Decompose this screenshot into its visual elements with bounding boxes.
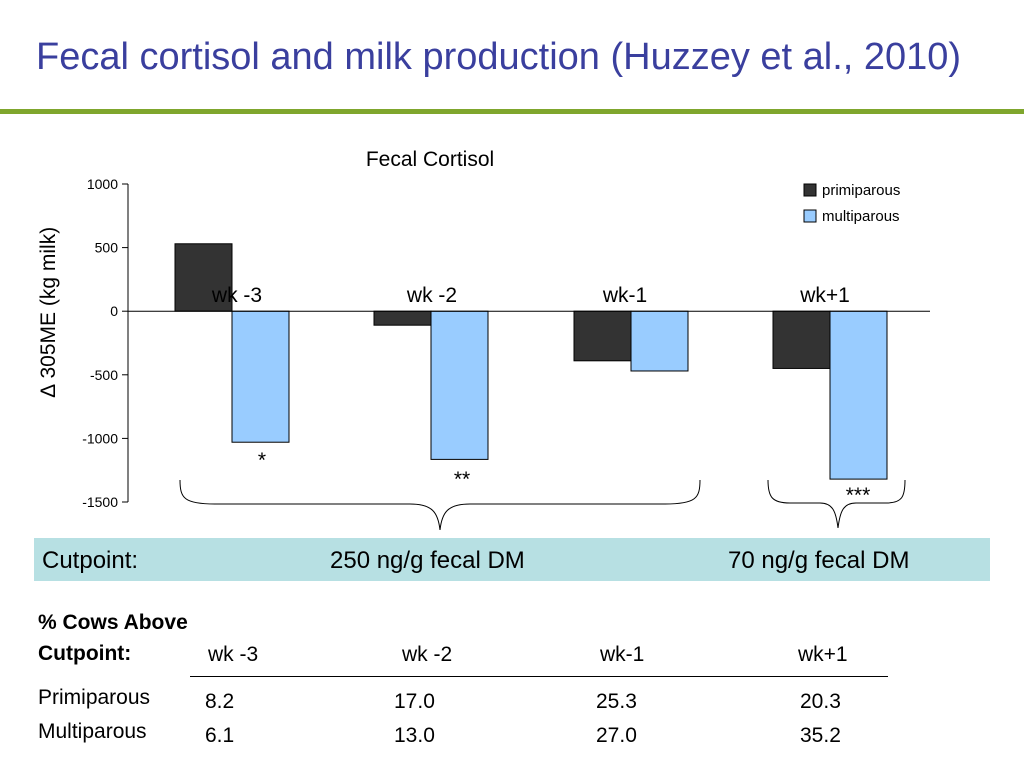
table-cell: 20.3 [800, 690, 841, 713]
significance-marks: ****** [258, 449, 870, 507]
fecal-cortisol-chart: Fecal Cortisol ∆ 305ME (kg milk) 1000 500… [37, 148, 930, 531]
significance-mark: * [258, 449, 266, 472]
brace-70 [767, 479, 906, 529]
table-cell: 17.0 [394, 690, 435, 713]
table-col-header: wk+1 [798, 643, 848, 666]
significance-mark: ** [454, 468, 470, 491]
cutpoint-braces [179, 479, 906, 531]
table-row-label: Multiparous [38, 720, 147, 743]
bar-series [174, 243, 888, 480]
bar-primiparous-1 [373, 310, 432, 326]
y-axis-ticks: 1000 500 0 -500 -1000 -1500 [82, 176, 128, 510]
bar-multiparous-3 [829, 310, 888, 480]
cutpoint-label: Cutpoint: [42, 547, 139, 574]
category-label: wk -3 [211, 284, 262, 307]
chart-title: Fecal Cortisol [366, 148, 494, 171]
legend-label: multiparous [822, 208, 900, 225]
slide-title: Fecal cortisol and milk production (Huzz… [36, 36, 962, 78]
table-cell: 35.2 [800, 724, 841, 747]
bar-primiparous-0 [174, 243, 233, 312]
cutpoint-band: Cutpoint: 250 ng/g fecal DM 70 ng/g feca… [34, 538, 990, 581]
table-col-header: wk-1 [600, 643, 645, 666]
category-labels: wk -3 wk -2 wk-1 wk+1 [211, 284, 850, 307]
table-heading-line2: Cutpoint: [38, 642, 132, 665]
table-divider [190, 676, 888, 677]
table-col-header: wk -3 [208, 643, 259, 666]
y-tick-label: 1000 [87, 176, 118, 192]
legend-swatch-multiparous [803, 209, 817, 223]
bar-multiparous-0 [231, 310, 290, 443]
table-cell: 13.0 [394, 724, 435, 747]
table-row-label: Primiparous [38, 686, 151, 709]
legend-label: primiparous [822, 182, 900, 199]
bar-multiparous-2 [630, 310, 689, 372]
bar-primiparous-2 [573, 310, 632, 362]
brace-250 [179, 479, 701, 531]
y-tick-label: 500 [95, 240, 119, 256]
chart-legend: primiparous multiparous [803, 182, 900, 225]
y-axis-label: ∆ 305ME (kg milk) [37, 227, 60, 397]
table-heading-line1: % Cows Above [38, 611, 188, 634]
bar-multiparous-1 [430, 310, 489, 460]
title-divider [0, 109, 1024, 114]
y-tick-label: -1500 [82, 494, 118, 510]
category-label: wk-1 [602, 284, 647, 307]
significance-mark: *** [846, 484, 871, 507]
bar-primiparous-3 [772, 310, 831, 369]
table-col-header: wk -2 [402, 643, 453, 666]
cutpoint-group2: 70 ng/g fecal DM [728, 547, 910, 574]
table-heading: % Cows Above Cutpoint: [38, 607, 188, 669]
category-label: wk -2 [406, 284, 457, 307]
y-tick-label: -500 [90, 367, 118, 383]
table-cell: 27.0 [596, 724, 637, 747]
table-cell: 6.1 [205, 724, 235, 747]
table-cell: 8.2 [205, 690, 235, 713]
table-cell: 25.3 [596, 690, 637, 713]
legend-swatch-primiparous [803, 183, 817, 197]
cutpoint-group1: 250 ng/g fecal DM [330, 547, 525, 574]
category-label: wk+1 [799, 284, 850, 307]
y-tick-label: -1000 [82, 430, 118, 446]
y-tick-label: 0 [110, 303, 118, 319]
